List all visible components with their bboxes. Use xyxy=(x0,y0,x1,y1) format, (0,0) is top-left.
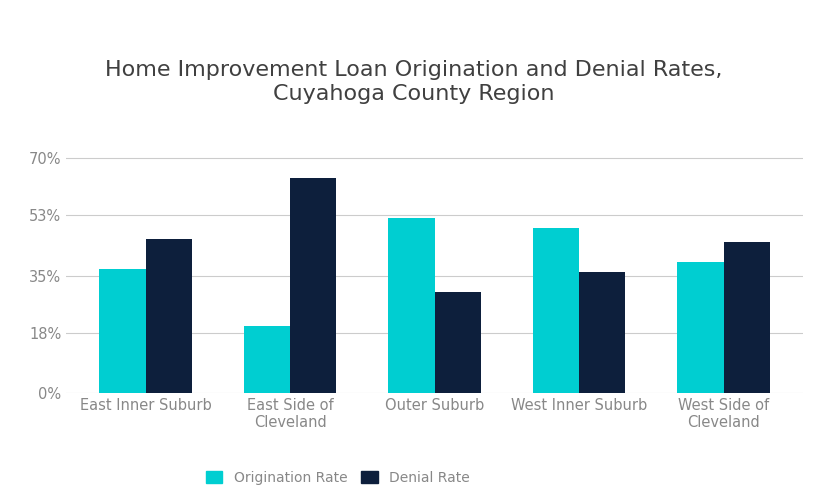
Bar xyxy=(723,242,769,393)
Bar xyxy=(676,262,723,393)
Bar xyxy=(289,178,336,393)
Bar xyxy=(388,218,434,393)
Bar xyxy=(99,269,146,393)
Bar xyxy=(533,228,579,393)
Bar xyxy=(244,326,289,393)
Legend: Origination Rate, Denial Rate: Origination Rate, Denial Rate xyxy=(206,471,469,485)
Text: Home Improvement Loan Origination and Denial Rates,
Cuyahoga County Region: Home Improvement Loan Origination and De… xyxy=(105,60,722,104)
Bar xyxy=(579,272,624,393)
Bar xyxy=(434,292,480,393)
Bar xyxy=(146,238,192,393)
